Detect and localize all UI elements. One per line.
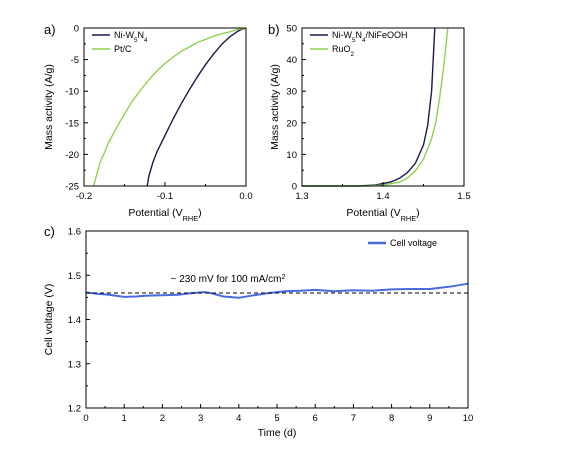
series-line-cell-voltage — [85, 282, 469, 299]
chart-panel-a: a) -0.2 -0.1 0.0 0 -5 -10 -15 -20 -25 Potential (V… — [43, 22, 253, 223]
x-tick-label: 3 — [198, 413, 203, 424]
x-axis-label: Potential (VRHE) — [346, 207, 419, 223]
chart-panel-b: b) 1.3 1.4 1.5 0 10 20 30 40 50 Potential (VRHE) Ma… — [268, 22, 471, 223]
y-tick-label: -20 — [65, 150, 79, 161]
chart-panel-c: c) ~ 230 mV for 100 mA/cm2 0 1 2 3 4 5 6 7 8 9 10 1.2… — [43, 224, 473, 439]
y-tick-label: 0 — [74, 24, 79, 35]
y-tick-label: 1.3 — [68, 359, 81, 370]
y-tick-label: 10 — [286, 150, 297, 161]
series-line-ni-w5n4-nifeooh — [302, 27, 436, 187]
y-axis-label: Mass activity (A/g) — [269, 64, 281, 150]
x-tick-label: 2 — [160, 413, 165, 424]
legend-label: RuO2 — [332, 44, 355, 58]
plot-frame — [83, 27, 247, 187]
y-tick-label: -5 — [71, 55, 79, 66]
y-tick-label: -15 — [65, 118, 79, 129]
y-tick-label: 1.5 — [68, 271, 81, 282]
panel-label: a) — [44, 22, 56, 37]
y-tick-label: 20 — [286, 118, 297, 129]
y-tick-label: 0 — [292, 182, 297, 193]
plot-frame — [85, 230, 469, 409]
x-tick-label: 1.4 — [376, 191, 389, 202]
series-line-ruo2 — [302, 27, 449, 187]
x-tick-label: 6 — [313, 413, 318, 424]
y-tick-label: 1.6 — [68, 227, 81, 238]
x-tick-label: -0.2 — [76, 191, 92, 202]
legend-label: Ni-W5N4/NiFeOOH — [332, 30, 408, 44]
x-tick-label: 1 — [122, 413, 127, 424]
legend-label: Ni-W5N4 — [114, 30, 148, 44]
y-tick-label: 40 — [286, 55, 297, 66]
x-tick-label: 0 — [83, 413, 88, 424]
x-tick-label: 7 — [351, 413, 356, 424]
y-tick-label: 30 — [286, 87, 297, 98]
x-tick-label: 10 — [463, 413, 474, 424]
y-tick-label: 1.4 — [68, 315, 81, 326]
legend-label: Cell voltage — [390, 238, 437, 248]
y-tick-label: 1.2 — [68, 404, 81, 415]
x-axis-label: Potential (VRHE) — [128, 207, 201, 223]
y-tick-label: -10 — [65, 87, 79, 98]
y-tick-label: 50 — [286, 24, 297, 35]
x-axis-label: Time (d) — [258, 427, 297, 439]
x-tick-label: 1.5 — [457, 191, 470, 202]
panel-label: c) — [44, 224, 55, 239]
x-tick-label: 1.3 — [295, 191, 308, 202]
series-line-pt-c — [93, 27, 247, 187]
x-tick-label: -0.1 — [157, 191, 173, 202]
plot-frame — [301, 27, 465, 187]
annotation-text: ~ 230 mV for 100 mA/cm2 — [171, 274, 286, 286]
panel-label: b) — [268, 22, 280, 37]
series-line-ni-w5n4 — [146, 27, 247, 187]
y-axis-label: Mass activity (A/g) — [43, 64, 55, 150]
y-axis-label: Cell voltage (V) — [43, 284, 55, 356]
legend-label: Pt/C — [114, 44, 132, 54]
x-tick-label: 0.0 — [239, 191, 252, 202]
x-tick-label: 4 — [236, 413, 241, 424]
y-tick-label: -25 — [65, 182, 79, 193]
x-tick-label: 9 — [427, 413, 432, 424]
x-tick-label: 8 — [389, 413, 394, 424]
x-tick-label: 5 — [274, 413, 279, 424]
